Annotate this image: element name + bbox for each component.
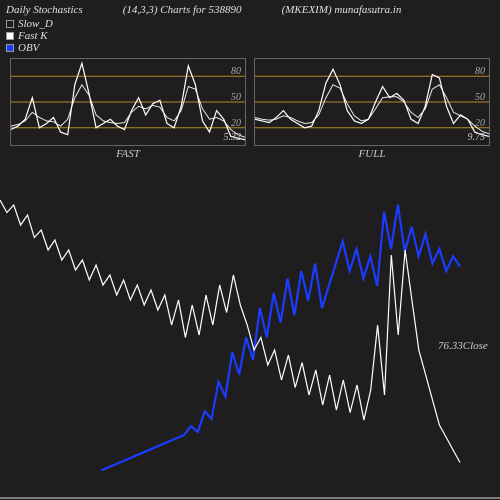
panel-fast: 20 50 80 5.32 [10, 58, 246, 146]
header-params: (14,3,3) Charts for 538890 [123, 4, 242, 16]
legend-label: Slow_D [18, 18, 53, 30]
panel-full-wrap: 205080 9.75 FULL [254, 58, 490, 160]
close-label: 76.33Close [438, 340, 488, 352]
panel-fast-value: 5.32 [224, 132, 242, 143]
panel-fast-label: FAST [10, 148, 246, 160]
swatch-icon [6, 32, 14, 40]
panel-fast-wrap: 20 50 80 5.32 FAST [10, 58, 246, 160]
legend-obv: OBV [6, 42, 494, 54]
main-chart [0, 175, 500, 500]
swatch-icon [6, 44, 14, 52]
stoch-panels: 20 50 80 5.32 FAST 20 50 80 9.75 FULL [0, 58, 500, 160]
header-symbol: (MKEXIM) munafasutra.in [282, 4, 402, 16]
svg-text:50: 50 [231, 92, 241, 103]
header: Daily Stochastics (14,3,3) Charts for 53… [0, 0, 500, 18]
legend-label: Fast K [18, 30, 48, 42]
panel-full-label: FULL [254, 148, 490, 160]
panel-full: 205080 9.75 [254, 58, 490, 146]
legend-slow-d: Slow_D [6, 18, 494, 30]
swatch-icon [6, 20, 14, 28]
svg-text:20: 20 [231, 118, 241, 129]
legend: Slow_D Fast K OBV [0, 18, 500, 58]
panel-full-value: 9.75 [468, 132, 486, 143]
legend-label: OBV [18, 42, 39, 54]
svg-text:80: 80 [475, 66, 485, 77]
header-title: Daily Stochastics [6, 4, 83, 16]
legend-fast-k: Fast K [6, 30, 494, 42]
svg-text:80: 80 [231, 66, 241, 77]
svg-text:50: 50 [475, 92, 485, 103]
